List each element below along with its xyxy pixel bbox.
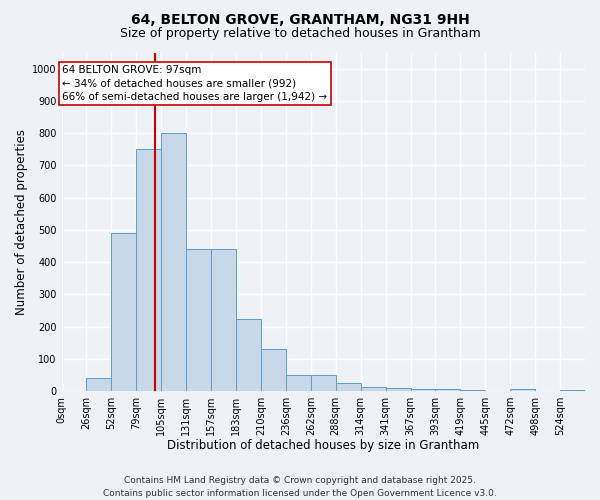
Bar [361,387,386,391]
Text: 64 BELTON GROVE: 97sqm
← 34% of detached houses are smaller (992)
66% of semi-de: 64 BELTON GROVE: 97sqm ← 34% of detached… [62,66,328,102]
Bar [286,375,311,391]
Bar [311,375,336,391]
Bar [86,378,112,391]
Bar [436,390,460,391]
Y-axis label: Number of detached properties: Number of detached properties [15,129,28,315]
Bar [161,133,186,391]
Bar [136,149,161,391]
Bar [211,249,236,391]
Bar [186,249,211,391]
Bar [510,390,535,391]
Bar [410,388,436,391]
Bar [386,388,410,391]
Bar [336,383,361,391]
Bar [460,390,485,391]
Text: Contains HM Land Registry data © Crown copyright and database right 2025.
Contai: Contains HM Land Registry data © Crown c… [103,476,497,498]
Bar [261,349,286,391]
Text: 64, BELTON GROVE, GRANTHAM, NG31 9HH: 64, BELTON GROVE, GRANTHAM, NG31 9HH [131,12,469,26]
Bar [112,233,136,391]
X-axis label: Distribution of detached houses by size in Grantham: Distribution of detached houses by size … [167,440,479,452]
Text: Size of property relative to detached houses in Grantham: Size of property relative to detached ho… [119,28,481,40]
Bar [236,318,261,391]
Bar [560,390,585,391]
